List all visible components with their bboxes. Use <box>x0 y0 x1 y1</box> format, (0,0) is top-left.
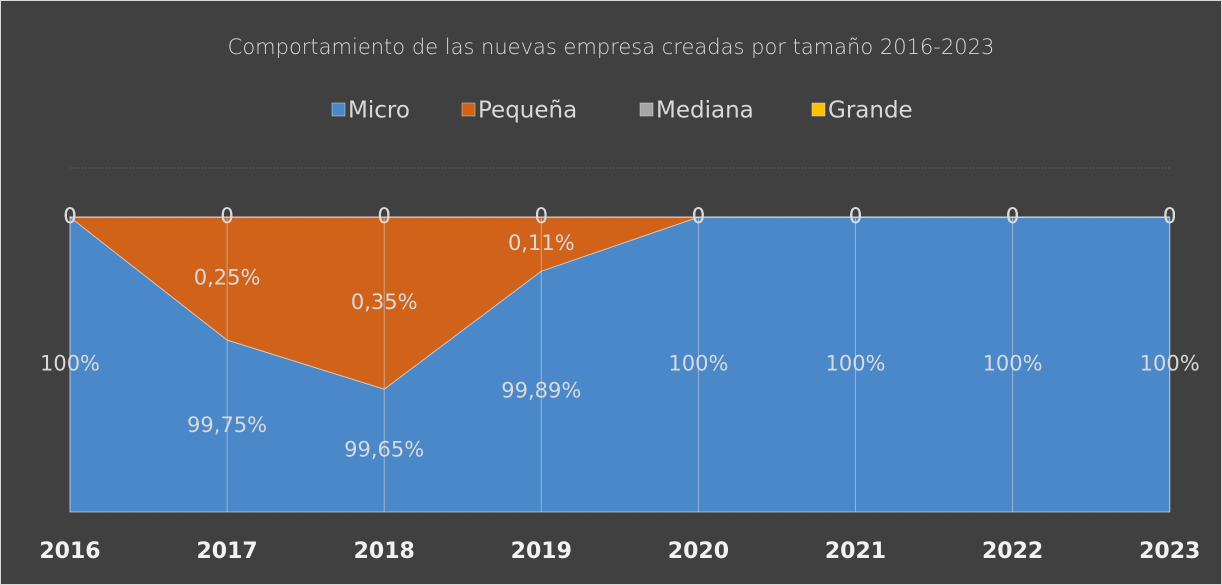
data-label: 0 <box>220 204 233 228</box>
data-label: 0 <box>63 204 76 228</box>
legend-swatch <box>461 102 476 117</box>
data-label: 0 <box>1006 204 1019 228</box>
data-label: 0 <box>692 204 705 228</box>
data-label: 0 <box>1006 204 1019 228</box>
data-label: 0,35% <box>351 290 418 314</box>
x-tick-label: 2023 <box>1139 539 1200 564</box>
data-label: 0 <box>849 204 862 228</box>
data-label: 99,89% <box>501 379 581 403</box>
chart-title: Comportamiento de las nuevas empresa cre… <box>228 35 995 59</box>
data-label: 0 <box>849 204 862 228</box>
legend-label: Micro <box>348 98 410 124</box>
data-label: 100% <box>825 352 885 376</box>
x-tick-label: 2021 <box>825 539 886 564</box>
data-label: 0 <box>535 204 548 228</box>
data-label: 100% <box>40 352 100 376</box>
x-tick-label: 2022 <box>982 539 1043 564</box>
data-label: 0 <box>1163 204 1176 228</box>
data-label: 0 <box>378 204 391 228</box>
data-label: 0 <box>692 204 705 228</box>
legend-swatch <box>811 102 826 117</box>
data-label: 0 <box>63 204 76 228</box>
data-label: 99,65% <box>344 438 424 462</box>
data-label: 100% <box>1140 352 1200 376</box>
data-label: 0 <box>378 204 391 228</box>
legend-label: Mediana <box>656 98 754 124</box>
data-label: 0 <box>692 204 705 228</box>
data-label: 0,25% <box>194 266 261 290</box>
data-label: 0 <box>849 204 862 228</box>
x-tick-label: 2016 <box>39 539 100 564</box>
data-label: 100% <box>983 352 1043 376</box>
data-label: 0,11% <box>508 231 575 255</box>
data-label: 0 <box>1006 204 1019 228</box>
x-tick-label: 2019 <box>511 539 572 564</box>
legend-label: Pequeña <box>478 98 577 124</box>
data-label: 100% <box>668 352 728 376</box>
data-label: 0 <box>1163 204 1176 228</box>
data-label: 99,75% <box>187 413 267 437</box>
legend-label: Grande <box>828 98 913 124</box>
x-tick-label: 2017 <box>196 539 257 564</box>
legend-swatch <box>331 102 346 117</box>
x-tick-label: 2018 <box>354 539 415 564</box>
data-label: 0 <box>220 204 233 228</box>
data-label: 0 <box>535 204 548 228</box>
x-tick-label: 2020 <box>668 539 729 564</box>
legend-swatch <box>639 102 654 117</box>
data-label: 0 <box>63 204 76 228</box>
data-label: 0 <box>1163 204 1176 228</box>
